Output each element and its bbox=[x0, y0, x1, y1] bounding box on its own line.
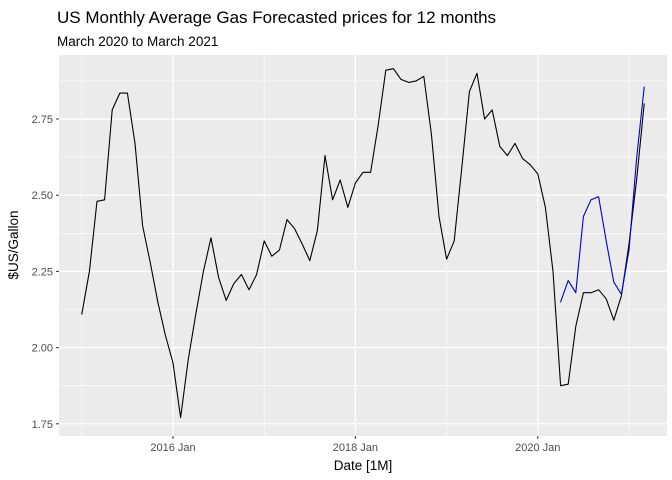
chart-title: US Monthly Average Gas Forecasted prices… bbox=[57, 8, 496, 27]
series-line-forecast bbox=[560, 86, 645, 303]
major-gridlines bbox=[59, 55, 667, 436]
y-axis-title: $US/Gallon bbox=[6, 210, 21, 279]
y-tick-label: 2.00 bbox=[32, 343, 53, 355]
y-tick-label: 1.75 bbox=[32, 419, 53, 431]
x-tick-label: 2018 Jan bbox=[333, 442, 378, 454]
x-axis-title: Date [1M] bbox=[334, 458, 393, 473]
x-tick-label: 2020 Jan bbox=[515, 442, 560, 454]
y-tick-label: 2.75 bbox=[32, 114, 53, 126]
plot-panel bbox=[59, 55, 667, 436]
series-layer bbox=[81, 68, 645, 419]
x-tick-label: 2016 Jan bbox=[150, 442, 195, 454]
y-axis: 1.75 2.00 2.25 2.50 2.75 bbox=[32, 114, 59, 431]
series-line-history bbox=[81, 68, 645, 419]
x-axis: 2016 Jan 2018 Jan 2020 Jan bbox=[150, 436, 560, 454]
chart-subtitle: March 2020 to March 2021 bbox=[57, 34, 218, 49]
y-tick-label: 2.25 bbox=[32, 266, 53, 278]
y-tick-label: 2.50 bbox=[32, 190, 53, 202]
